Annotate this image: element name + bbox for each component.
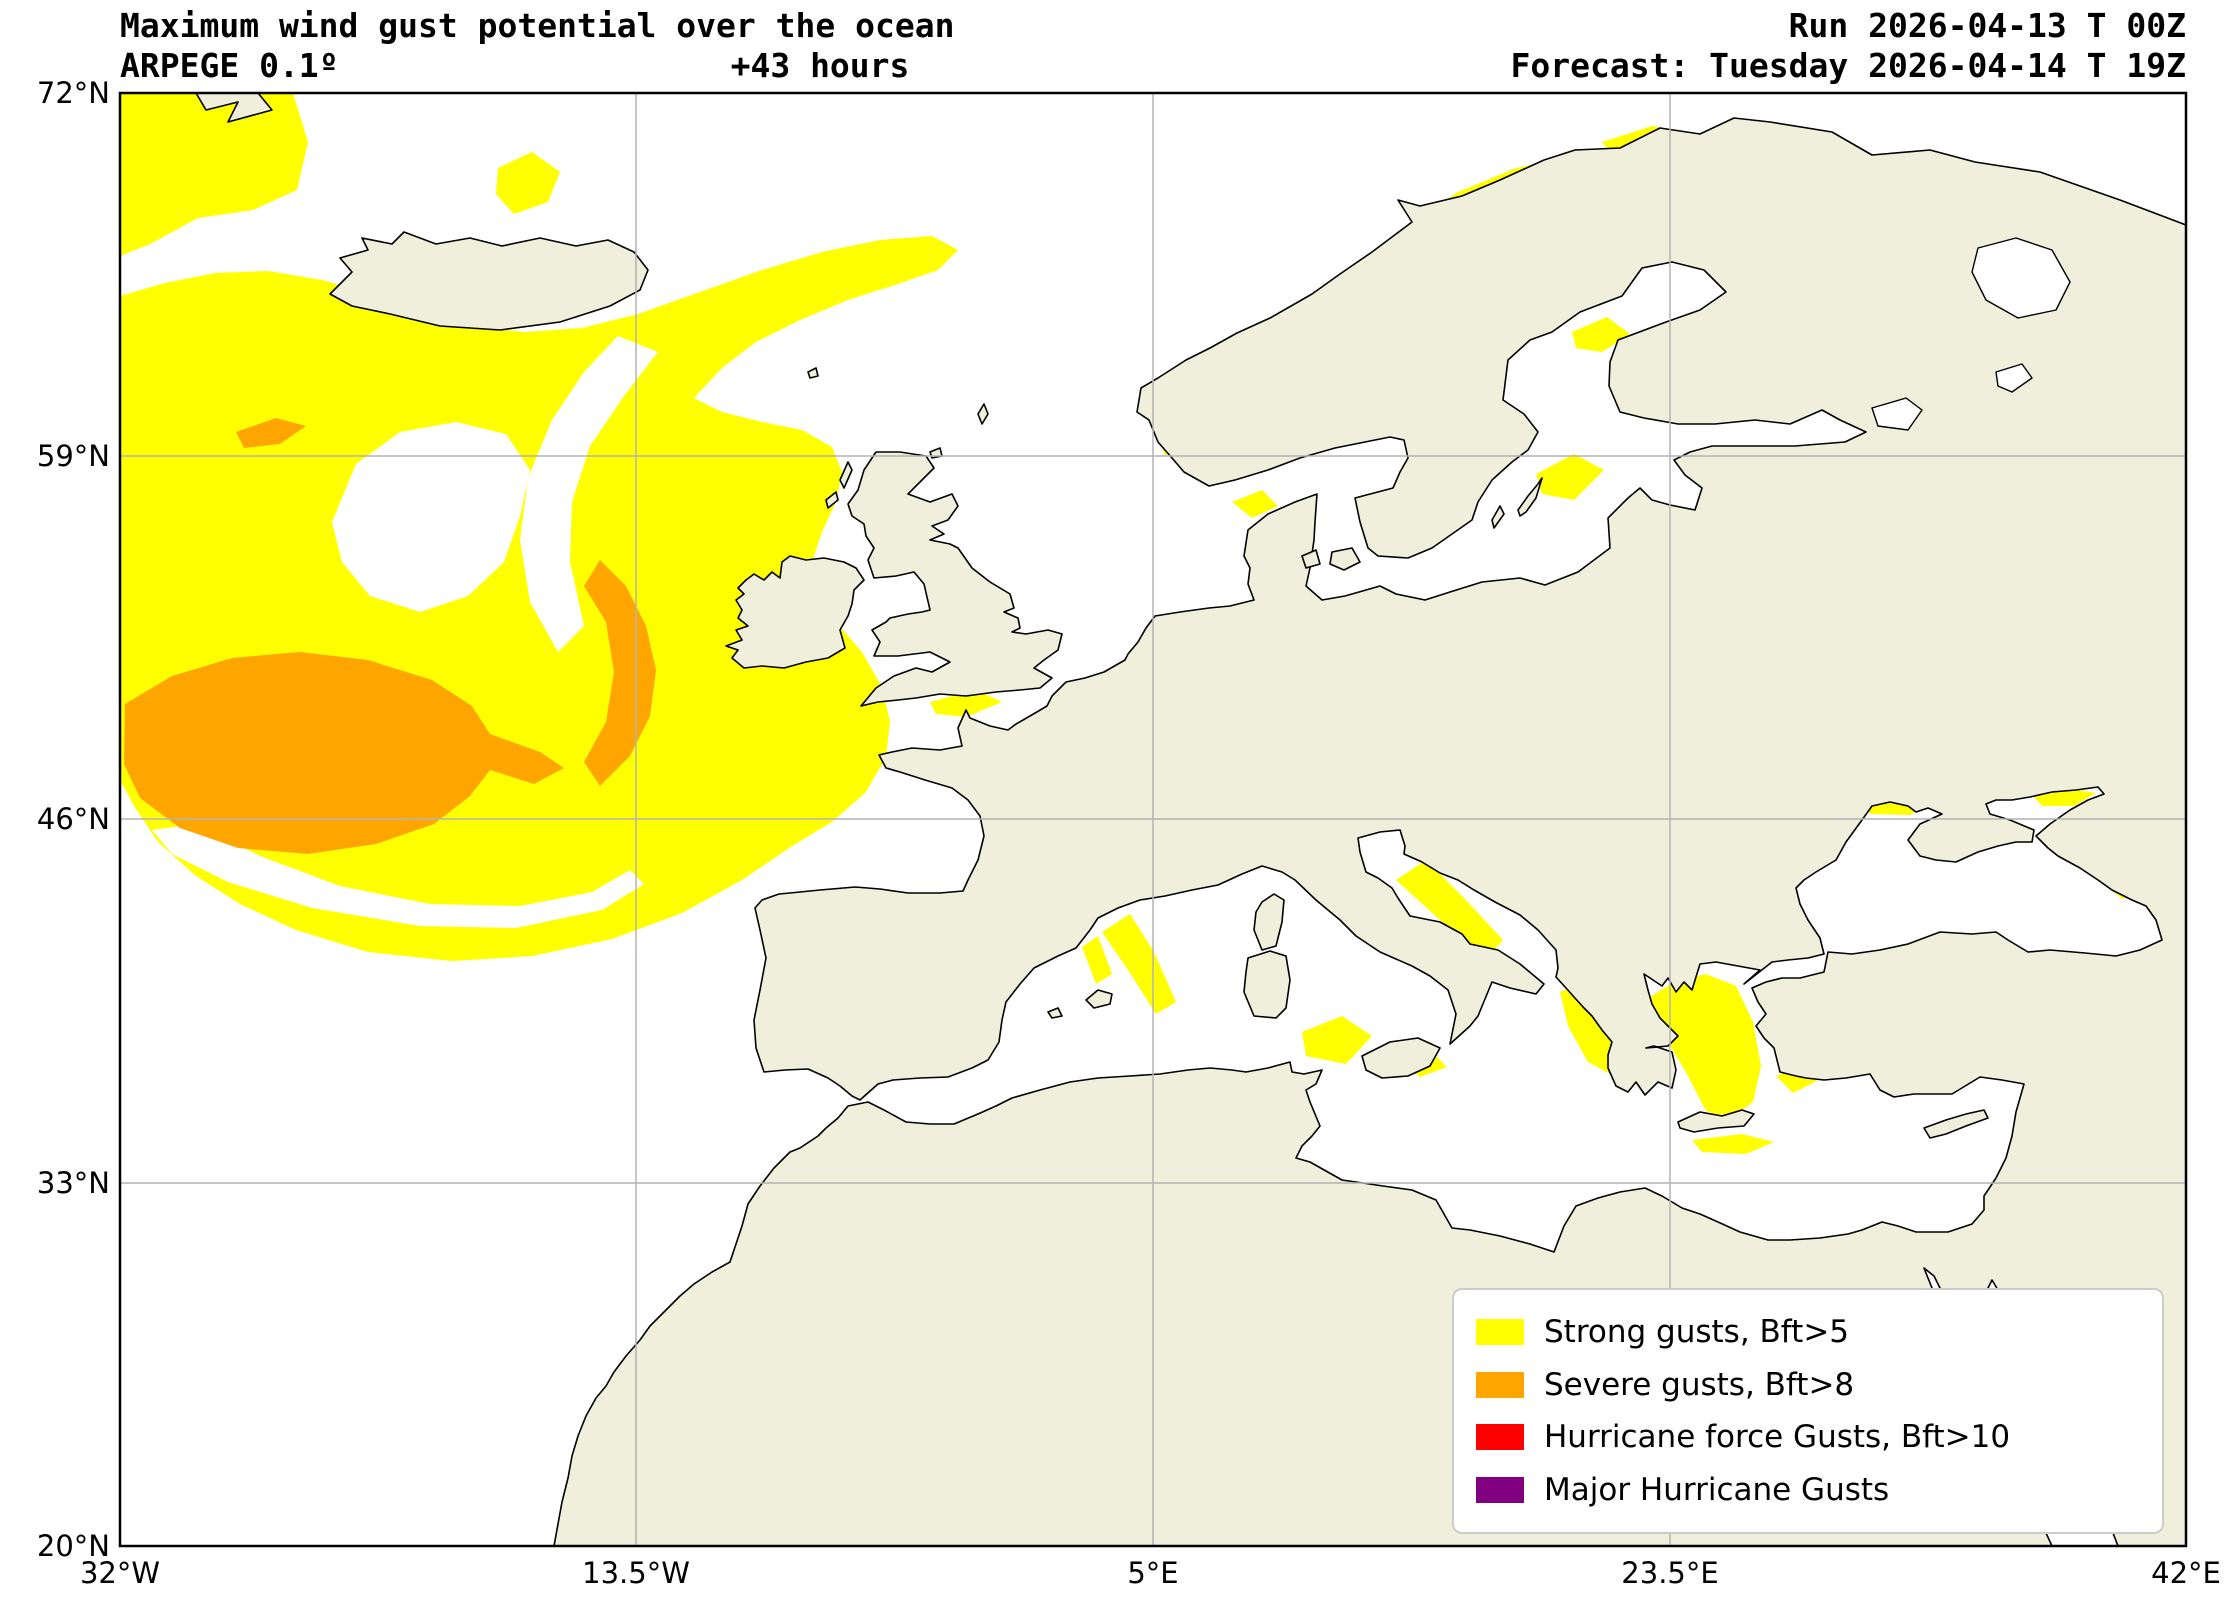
island-corsica: [1253, 893, 1285, 951]
cyclone-eye: [332, 422, 530, 612]
gust-area-corner: [120, 93, 308, 256]
island-faroe: [807, 367, 819, 379]
lake-onega: [1995, 363, 2033, 393]
island-hebrides-1: [839, 461, 853, 489]
y-tick-20n: 20°N: [36, 1529, 110, 1563]
land-layer: [195, 93, 2186, 1546]
coastline-mainland: [553, 117, 2186, 1546]
legend-item-major-hurricane-gusts: Major Hurricane Gusts: [1476, 1472, 2140, 1508]
gust-layer: [120, 93, 2150, 1154]
y-tick-59n: 59°N: [36, 439, 110, 473]
island-zealand: [1329, 547, 1361, 571]
gust-area-azov: [2034, 789, 2096, 806]
x-tick-13-5w: 13.5°W: [582, 1556, 690, 1590]
gust-area-north-sea-2: [1232, 490, 1278, 518]
model-label: ARPEGE 0.1º: [120, 46, 339, 85]
legend-label-strong-gusts: Strong gusts, Bft>5: [1544, 1314, 1850, 1351]
island-iceland: [329, 231, 649, 331]
gust-area-gulf-of-lion-2: [1082, 936, 1112, 984]
legend: Strong gusts, Bft>5 Severe gusts, Bft>8 …: [1452, 1288, 2164, 1534]
island-sardinia: [1243, 950, 1291, 1019]
island-crete: [1677, 1109, 1755, 1133]
gust-area-south-of-crete: [1692, 1134, 1774, 1154]
x-tick-42e: 42°E: [2151, 1556, 2221, 1590]
island-great-britain: [847, 451, 1063, 707]
gust-area-severe-core: [124, 652, 564, 854]
y-tick-46n: 46°N: [36, 802, 110, 836]
x-tick-5e: 5°E: [1127, 1556, 1179, 1590]
gust-area-aegean: [1642, 974, 1761, 1119]
legend-item-severe-gusts: Severe gusts, Bft>8: [1476, 1367, 2140, 1403]
gust-area-adriatic: [1396, 860, 1503, 960]
run-timestamp: Run 2026-04-13 T 00Z: [1788, 6, 2186, 45]
x-tick-23-5e: 23.5°E: [1621, 1556, 1719, 1590]
island-gotland: [1517, 477, 1543, 517]
white-sea: [1971, 237, 2071, 319]
legend-swatch-strong-gusts: [1476, 1319, 1524, 1346]
island-sicily: [1361, 1037, 1441, 1079]
legend-swatch-severe-gusts: [1476, 1371, 1524, 1398]
gust-area-bothnia: [1572, 317, 1630, 352]
legend-item-strong-gusts: Strong gusts, Bft>5: [1476, 1314, 2140, 1350]
lake-ladoga: [1871, 397, 1923, 431]
island-shetland: [977, 403, 989, 425]
gust-area-baltic: [1536, 454, 1604, 500]
x-tick-32w: 32°W: [79, 1556, 161, 1590]
island-mallorca: [1085, 989, 1113, 1009]
legend-label-major-hurricane-gusts: Major Hurricane Gusts: [1544, 1471, 1890, 1508]
gust-area-north-of-iceland: [496, 152, 560, 214]
forecast-timestamp: Forecast: Tuesday 2026-04-14 T 19Z: [1510, 46, 2186, 85]
gust-area-tyrrhenian: [1302, 1016, 1372, 1064]
island-ireland: [725, 555, 865, 669]
island-hebrides-2: [825, 491, 839, 509]
graticule: [120, 93, 2186, 1546]
legend-swatch-hurricane-gusts: [1476, 1424, 1524, 1451]
cyclone-white-slot: [520, 336, 658, 652]
legend-label-hurricane-gusts: Hurricane force Gusts, Bft>10: [1544, 1419, 2011, 1456]
gust-area-severe-dash: [236, 418, 306, 448]
island-funen: [1301, 549, 1321, 569]
lead-time-label: +43 hours: [730, 46, 910, 85]
coastline-greenland-tip: [195, 93, 273, 123]
gust-area-gulf-of-lion: [1102, 914, 1176, 1014]
island-oland: [1491, 505, 1505, 529]
page-title: Maximum wind gust potential over the oce…: [120, 6, 955, 45]
y-tick-72n: 72°N: [36, 76, 110, 110]
gust-area-channel: [930, 690, 1002, 717]
y-tick-33n: 33°N: [36, 1166, 110, 1200]
legend-item-hurricane-gusts: Hurricane force Gusts, Bft>10: [1476, 1419, 2140, 1455]
island-cyprus: [1923, 1109, 1989, 1139]
gust-area-severe-arc: [584, 560, 656, 786]
legend-swatch-major-hurricane-gusts: [1476, 1476, 1524, 1503]
legend-label-severe-gusts: Severe gusts, Bft>8: [1544, 1366, 1855, 1403]
island-ibiza: [1047, 1007, 1063, 1019]
map-frame: [118, 91, 2188, 1548]
